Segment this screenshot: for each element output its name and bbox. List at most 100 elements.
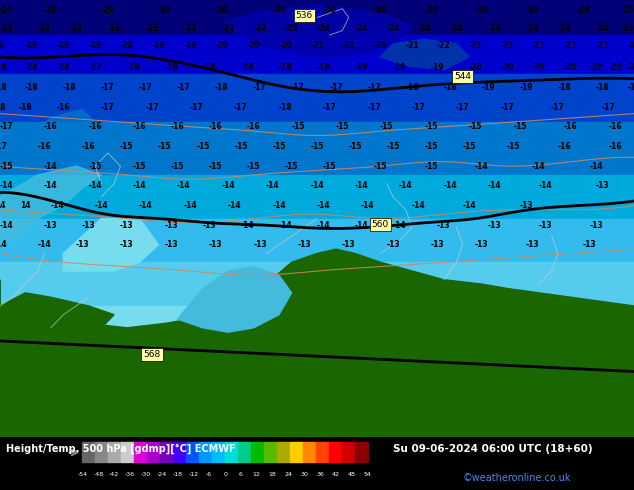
Text: 24: 24 [285,471,292,477]
Polygon shape [0,249,634,437]
Text: -30: -30 [141,471,151,477]
Text: -24: -24 [488,24,501,33]
Text: -15: -15 [158,142,172,151]
Text: -18: -18 [0,83,7,92]
Text: -14: -14 [50,201,64,210]
Text: -16: -16 [44,122,58,131]
Text: -14: -14 [177,181,191,190]
Text: -20: -20 [500,63,514,72]
Text: -14: -14 [183,201,197,210]
Text: 560: 560 [372,220,389,229]
Text: -15: -15 [424,122,438,131]
Text: -14: -14 [488,181,501,190]
Text: -15: -15 [462,142,476,151]
Bar [199,442,212,463]
Text: -14: -14 [411,201,425,210]
Text: -18: -18 [0,63,7,72]
Text: -16: -16 [56,102,70,112]
Text: -15: -15 [0,162,13,171]
Bar [212,442,225,463]
Text: -18: -18 [63,83,77,92]
Text: -23: -23 [621,24,634,33]
Text: -13: -13 [209,240,223,249]
Bar [0,74,634,122]
Text: -15: -15 [310,142,324,151]
Text: 36: 36 [316,471,324,477]
Text: -21: -21 [107,24,121,33]
Text: -30: -30 [475,6,489,15]
Text: -19: -19 [25,41,39,50]
Text: -15: -15 [285,162,299,171]
Text: -28: -28 [576,6,590,15]
Text: -20: -20 [627,63,634,72]
Polygon shape [178,267,292,332]
Bar [355,442,368,463]
Text: -17: -17 [500,102,514,112]
Text: -21: -21 [595,41,609,50]
Bar [225,442,238,463]
Text: -17: -17 [139,83,153,92]
Text: -24: -24 [557,24,571,33]
Text: -13: -13 [475,240,489,249]
Text: 14: 14 [20,201,30,210]
Text: -15: -15 [247,162,261,171]
Text: -22: -22 [253,24,267,33]
Text: -17: -17 [177,83,191,92]
Text: -17: -17 [253,83,267,92]
Text: -14: -14 [462,201,476,210]
Polygon shape [0,109,95,175]
Text: 48: 48 [348,471,356,477]
Text: -30: -30 [424,6,438,15]
Text: -20: -20 [215,41,229,50]
Text: -22: -22 [437,41,451,50]
Text: -17: -17 [411,102,425,112]
Bar [251,442,264,463]
Text: -13: -13 [82,220,96,230]
Text: -14: -14 [475,162,489,171]
Text: -13: -13 [488,220,501,230]
Text: -20: -20 [278,41,292,50]
Text: -17: -17 [551,102,565,112]
Text: -15: -15 [291,122,305,131]
Text: -24: -24 [595,24,609,33]
Text: -25: -25 [621,6,634,15]
Text: -20: -20 [608,63,622,72]
Text: -16: -16 [557,142,571,151]
Text: -48: -48 [93,471,103,477]
Text: -13: -13 [595,181,609,190]
Text: -19: -19 [392,63,406,72]
Text: -30: -30 [373,6,387,15]
Polygon shape [63,219,158,271]
Text: -19: -19 [56,41,70,50]
Bar [277,442,290,463]
Text: -18: -18 [126,63,140,72]
Text: -12: -12 [188,471,198,477]
Text: -18: -18 [56,63,70,72]
Text: -19: -19 [519,83,533,92]
Text: -14: -14 [272,201,286,210]
Text: Su 09-06-2024 06:00 UTC (18+60): Su 09-06-2024 06:00 UTC (18+60) [393,444,593,454]
Bar [316,442,329,463]
Polygon shape [380,39,469,70]
Text: -13: -13 [538,220,552,230]
Text: -14: -14 [316,201,330,210]
Text: -13: -13 [164,220,178,230]
Text: -15: -15 [120,142,134,151]
Text: -16: -16 [82,142,96,151]
Bar [0,219,634,262]
Text: -30: -30 [526,6,540,15]
Text: -21: -21 [500,41,514,50]
Text: -21: -21 [69,24,83,33]
Text: -18: -18 [240,63,254,72]
Text: -16: -16 [37,142,51,151]
Text: -15: -15 [348,142,362,151]
Text: -24: -24 [157,471,167,477]
Text: -17: -17 [101,102,115,112]
Text: -18: -18 [172,471,183,477]
Bar [121,442,134,463]
Text: -6: -6 [206,471,212,477]
Text: 14: 14 [0,201,5,210]
Text: 544: 544 [455,72,471,81]
Text: -18: -18 [18,102,32,112]
Text: -13: -13 [75,240,89,249]
